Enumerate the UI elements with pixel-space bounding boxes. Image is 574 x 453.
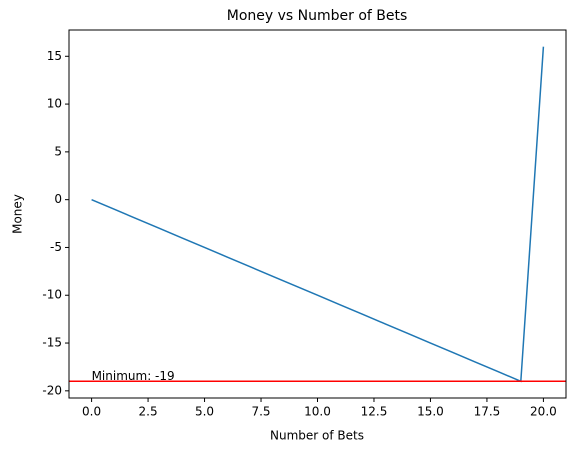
x-tick-label: 17.5 <box>474 405 501 419</box>
x-tick-label: 10.0 <box>304 405 331 419</box>
x-tick-label: 2.5 <box>139 405 158 419</box>
y-tick-label: 0 <box>54 192 62 206</box>
x-tick-label: 7.5 <box>251 405 270 419</box>
x-axis-label: Number of Bets <box>270 429 364 443</box>
y-tick-label: 5 <box>54 144 62 158</box>
y-tick-label: 15 <box>47 49 62 63</box>
line <box>91 46 545 383</box>
annotation: Minimum: -19 <box>92 369 175 383</box>
x-tick-label: 0.0 <box>82 405 101 419</box>
chart-title: Money vs Number of Bets <box>227 8 408 24</box>
y-tick-label: 10 <box>47 97 62 111</box>
x-tick-label: 20.0 <box>530 405 557 419</box>
y-tick-label: -10 <box>42 288 62 302</box>
x-tick-label: 5.0 <box>195 405 214 419</box>
plot-frame <box>68 29 567 399</box>
x-tick-label: 12.5 <box>361 405 388 419</box>
y-axis-label: Money <box>11 194 25 234</box>
y-tick-label: -15 <box>42 336 62 350</box>
y-tick-label: -5 <box>50 240 62 254</box>
y-tick-label: -20 <box>42 383 62 397</box>
x-tick-label: 15.0 <box>417 405 444 419</box>
